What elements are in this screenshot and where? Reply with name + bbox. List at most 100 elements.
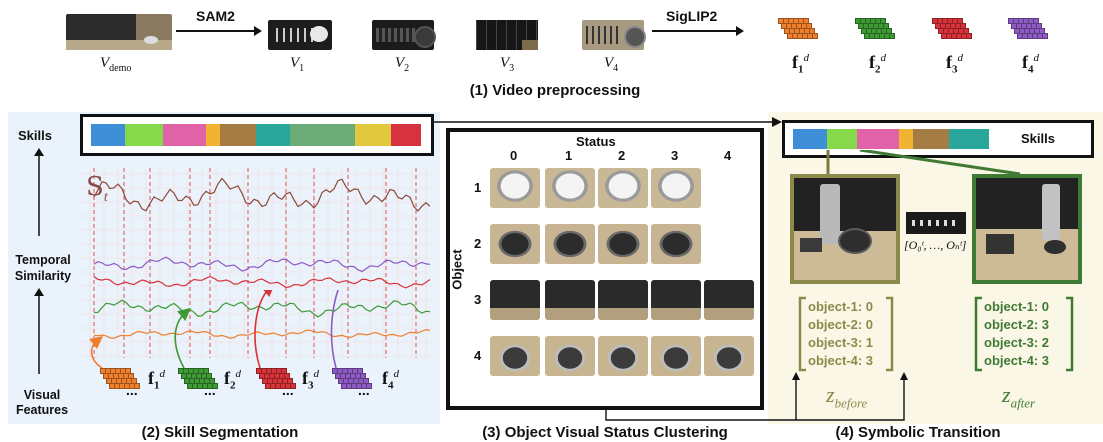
temporal-similarity-plot — [80, 168, 436, 358]
object-row-4: 4 — [474, 348, 482, 363]
segmentation-dots-3: ... — [282, 382, 294, 398]
skill-segment — [857, 129, 899, 149]
video-label-demo: Vdemo — [100, 55, 132, 74]
feature-curve-4 — [93, 256, 431, 273]
temporal-similarity-label: Temporal Similarity — [14, 253, 72, 283]
skill-segment — [949, 129, 989, 149]
object-3-status-1-thumbnail — [545, 280, 595, 320]
skill-segment — [255, 124, 291, 146]
skill-segment — [899, 129, 913, 149]
skills-transfer-arrow — [434, 117, 782, 127]
segmentation-feature-label-2: f2d — [224, 368, 241, 392]
before-state-line-3: object-3: 1 — [808, 335, 874, 350]
symbolic-transition-caption: (4) Symbolic Transition — [835, 424, 1001, 441]
video-label-1: V1 — [290, 55, 305, 74]
object-axis-label: Object — [449, 249, 465, 290]
object-3-status-4-thumbnail — [704, 280, 754, 320]
visual-features-label: Visual Features — [15, 388, 69, 417]
object-4-status-1-thumbnail — [545, 336, 595, 376]
sam2-label: SAM2 — [196, 8, 235, 24]
video-label-2: V2 — [395, 55, 410, 74]
skill-segment — [205, 124, 220, 146]
object-3-status-2-thumbnail — [598, 280, 648, 320]
similarity-symbol: St — [86, 172, 108, 206]
observation-thumbnail — [906, 212, 966, 234]
skill-segment — [125, 124, 164, 146]
after-state-line-1: object-1: 0 — [984, 299, 1050, 314]
video-thumbnail-3 — [476, 20, 538, 50]
before-state-line-1: object-1: 0 — [808, 299, 874, 314]
feature-label-1: f1d — [792, 52, 809, 76]
before-state-list: object-1: 0 object-2: 0 object-3: 1 object-… — [798, 296, 894, 372]
demo-video-thumbnail — [66, 14, 172, 50]
siglip2-arrow — [652, 26, 744, 36]
skill-bar — [80, 114, 434, 156]
after-frame — [972, 174, 1082, 284]
object-2-status-0-thumbnail — [490, 224, 540, 264]
feature-label-2: f2d — [869, 52, 886, 76]
observation-sequence-label: [O₀ᵗ, …, Oₙᵗ] — [904, 238, 967, 252]
object-1-status-3-thumbnail — [651, 168, 701, 208]
segmentation-feature-label-3: f3d — [302, 368, 319, 392]
feature-label-4: f4d — [1022, 52, 1039, 76]
siglip2-label: SigLIP2 — [666, 8, 718, 24]
feature-label-3: f3d — [946, 52, 963, 76]
left-axis-arrows — [34, 148, 44, 374]
after-state-list: object-1: 0 object-2: 3 object-3: 2 object-… — [974, 296, 1074, 372]
video-thumbnail-1 — [268, 20, 332, 50]
object-4-status-0-thumbnail — [490, 336, 540, 376]
segmentation-dots-2: ... — [204, 382, 216, 398]
video-thumbnail-2 — [372, 20, 436, 50]
skill-segment — [91, 124, 126, 146]
z-before-label: zbefore — [826, 382, 868, 411]
similarity-curve — [93, 177, 431, 212]
object-row-2: 2 — [474, 236, 482, 251]
skill-segment — [219, 124, 256, 146]
object-2-status-1-thumbnail — [545, 224, 595, 264]
segmentation-dots-1: ... — [126, 382, 138, 398]
before-frame — [790, 174, 900, 284]
skill-segment — [354, 124, 391, 146]
object-1-status-0-thumbnail — [490, 168, 540, 208]
feature-curve-2 — [93, 299, 431, 318]
skill-to-frame-lines — [826, 150, 1021, 176]
video-preprocessing-caption: (1) Video preprocessing — [469, 82, 641, 99]
status-axis-label: Status — [576, 134, 616, 149]
video-label-4: V4 — [604, 55, 619, 74]
sam2-arrow — [176, 26, 262, 36]
segmentation-feature-label-4: f4d — [382, 368, 399, 392]
object-row-1: 1 — [474, 180, 482, 195]
status-column-4: 4 — [724, 148, 732, 163]
object-4-status-2-thumbnail — [598, 336, 648, 376]
skill-segment — [913, 129, 949, 149]
object-2-status-2-thumbnail — [598, 224, 648, 264]
skill-segmentation-caption: (2) Skill Segmentation — [141, 424, 299, 441]
object-3-status-0-thumbnail — [490, 280, 540, 320]
feature-curve-3 — [93, 275, 431, 289]
status-column-2: 2 — [618, 148, 626, 163]
segmentation-feature-label-1: f1d — [148, 368, 165, 392]
object-4-status-3-thumbnail — [651, 336, 701, 376]
skill-segment — [793, 129, 827, 149]
object-row-3: 3 — [474, 292, 482, 307]
video-thumbnail-4 — [582, 20, 646, 50]
after-state-line-2: object-2: 3 — [984, 317, 1050, 332]
object-4-status-4-thumbnail — [704, 336, 754, 376]
skill-segment — [163, 124, 206, 146]
feature-to-curve-arrows — [89, 290, 340, 369]
object-1-status-1-thumbnail — [545, 168, 595, 208]
transition-skill-bar: Skills — [782, 120, 1094, 158]
status-column-1: 1 — [565, 148, 573, 163]
video-label-3: V3 — [500, 55, 515, 74]
skills-axis-label: Skills — [18, 128, 52, 143]
segmentation-dots-4: ... — [358, 382, 370, 398]
skill-segment — [827, 129, 857, 149]
status-column-0: 0 — [510, 148, 518, 163]
status-column-3: 3 — [671, 148, 679, 163]
after-state-line-3: object-3: 2 — [984, 335, 1050, 350]
skill-segment — [390, 124, 421, 146]
skill-segment — [290, 124, 355, 146]
object-clustering-caption: (3) Object Visual Status Clustering — [482, 424, 728, 441]
object-3-status-3-thumbnail — [651, 280, 701, 320]
feature-curve-1 — [93, 328, 431, 339]
